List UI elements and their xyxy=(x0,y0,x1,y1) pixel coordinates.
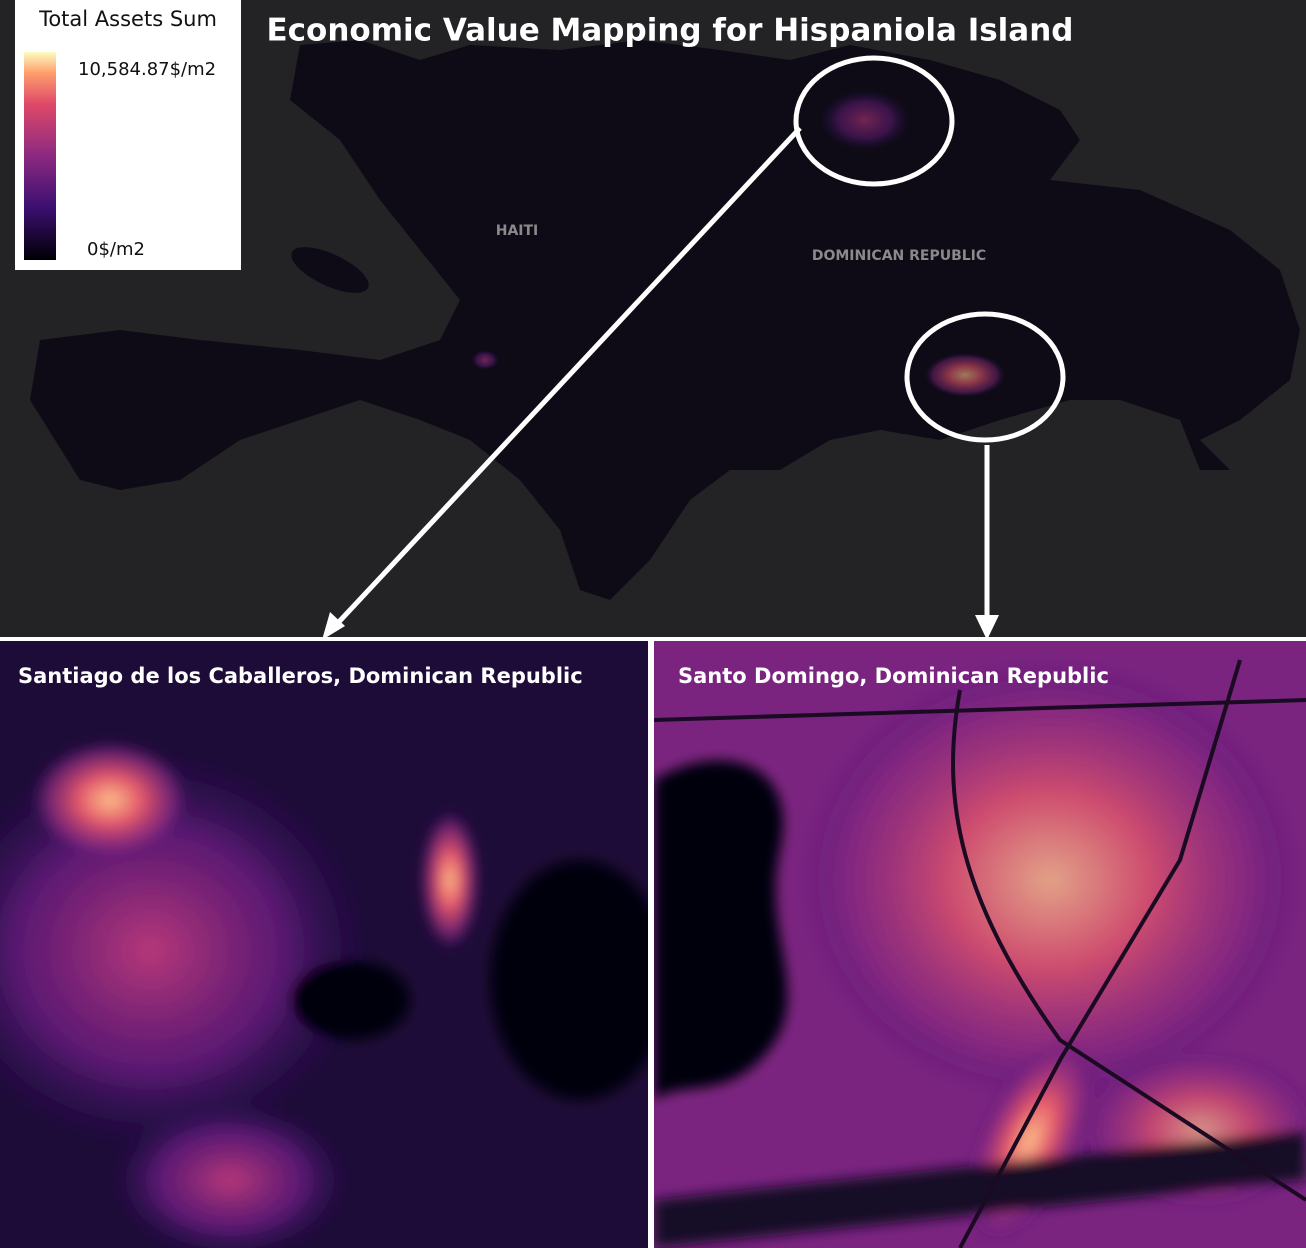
callout-ellipse xyxy=(793,55,955,187)
callout-ellipse xyxy=(904,311,1066,443)
arrowhead xyxy=(975,615,999,640)
panel-santo-domingo: Santo Domingo, Dominican Republic xyxy=(654,641,1306,1248)
road xyxy=(951,689,1306,1202)
dark-area xyxy=(490,860,648,1100)
divider xyxy=(648,637,654,1248)
legend-max: 10,584.87$/m2 xyxy=(78,59,216,80)
arrow xyxy=(334,126,802,627)
arrowhead xyxy=(322,612,345,640)
panel-title: Santiago de los Caballeros, Dominican Re… xyxy=(18,664,583,688)
value-area xyxy=(800,660,1300,1100)
hotspot xyxy=(471,350,499,370)
legend-title: Total Assets Sum xyxy=(38,7,217,31)
roads xyxy=(654,659,1306,1248)
title: Economic Value Mapping for Hispaniola Is… xyxy=(267,13,1074,49)
hotspot xyxy=(925,353,1005,397)
value-area xyxy=(110,1100,350,1248)
country-label: HAITI xyxy=(496,223,539,239)
gonave-island xyxy=(291,247,369,293)
dark-area xyxy=(654,760,788,1100)
dark-area xyxy=(654,1130,1306,1248)
dark-area xyxy=(290,960,410,1040)
callouts xyxy=(334,55,1066,627)
value-area xyxy=(30,740,190,860)
value-area xyxy=(420,810,480,950)
colorbar xyxy=(24,52,56,260)
island xyxy=(30,40,1300,600)
panel-santiago: Santiago de los Caballeros, Dominican Re… xyxy=(0,641,648,1248)
road xyxy=(654,698,1306,722)
legend: Total Assets Sum 10,584.87$/m2 0$/m2 xyxy=(15,0,241,270)
hotspot xyxy=(820,90,910,150)
panel-title: Santo Domingo, Dominican Republic xyxy=(678,664,1109,688)
country-label: DOMINICAN REPUBLIC xyxy=(812,248,986,264)
road xyxy=(958,659,1242,1248)
legend-min: 0$/m2 xyxy=(87,239,145,260)
